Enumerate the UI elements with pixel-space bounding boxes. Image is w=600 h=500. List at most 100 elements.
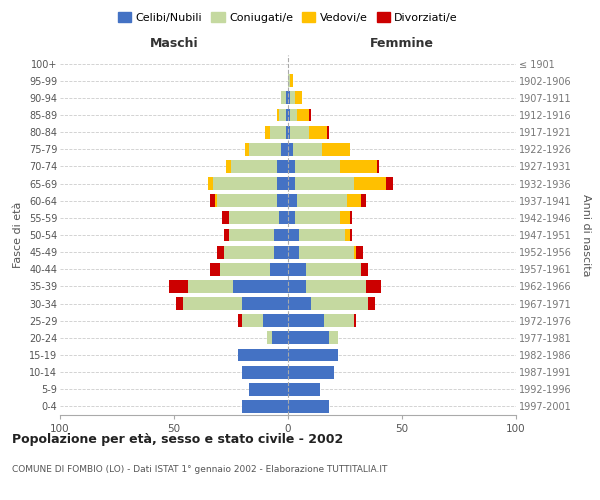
Bar (329, 332, 338, 344)
Bar (270, 263, 288, 276)
Bar (354, 314, 356, 327)
Bar (354, 177, 386, 190)
Bar (211, 263, 220, 276)
Bar (288, 297, 311, 310)
Bar (311, 297, 368, 310)
Y-axis label: Fasce di età: Fasce di età (13, 202, 23, 268)
Bar (279, 108, 286, 122)
Bar (217, 246, 224, 258)
Bar (263, 314, 288, 327)
Bar (272, 332, 288, 344)
Bar (268, 332, 272, 344)
Bar (277, 177, 288, 190)
Bar (242, 314, 263, 327)
Bar (350, 212, 352, 224)
Bar (242, 297, 288, 310)
Bar (325, 314, 354, 327)
Bar (231, 160, 277, 173)
Bar (208, 177, 213, 190)
Text: Popolazione per età, sesso e stato civile - 2002: Popolazione per età, sesso e stato civil… (12, 432, 343, 446)
Bar (270, 126, 286, 138)
Bar (288, 332, 329, 344)
Bar (299, 246, 354, 258)
Bar (288, 160, 295, 173)
Bar (277, 194, 288, 207)
Bar (365, 280, 382, 293)
Bar (322, 143, 350, 156)
Bar (242, 400, 288, 413)
Bar (288, 314, 325, 327)
Bar (224, 228, 229, 241)
Bar (188, 280, 233, 293)
Bar (279, 212, 288, 224)
Bar (377, 160, 379, 173)
Bar (215, 194, 217, 207)
Bar (306, 263, 361, 276)
Bar (286, 92, 288, 104)
Bar (226, 160, 231, 173)
Bar (288, 280, 306, 293)
Bar (340, 160, 377, 173)
Bar (290, 74, 293, 87)
Bar (297, 108, 308, 122)
Bar (347, 194, 361, 207)
Bar (224, 246, 274, 258)
Bar (340, 212, 350, 224)
Bar (308, 126, 327, 138)
Bar (288, 228, 299, 241)
Bar (295, 92, 302, 104)
Bar (297, 194, 347, 207)
Bar (274, 246, 288, 258)
Bar (249, 383, 288, 396)
Bar (327, 126, 329, 138)
Bar (290, 92, 295, 104)
Bar (288, 126, 290, 138)
Bar (288, 177, 295, 190)
Bar (288, 108, 290, 122)
Bar (277, 108, 279, 122)
Bar (299, 228, 345, 241)
Bar (386, 177, 393, 190)
Bar (306, 280, 365, 293)
Bar (183, 297, 242, 310)
Bar (238, 314, 242, 327)
Bar (229, 228, 274, 241)
Bar (277, 160, 288, 173)
Bar (354, 246, 356, 258)
Text: Femmine: Femmine (370, 37, 434, 50)
Bar (288, 194, 297, 207)
Bar (345, 228, 350, 241)
Bar (281, 143, 288, 156)
Bar (238, 348, 288, 362)
Bar (281, 92, 286, 104)
Bar (286, 108, 288, 122)
Bar (242, 366, 288, 378)
Bar (290, 126, 308, 138)
Bar (288, 92, 290, 104)
Bar (288, 383, 320, 396)
Bar (356, 246, 363, 258)
Bar (245, 143, 249, 156)
Bar (288, 348, 338, 362)
Bar (233, 280, 288, 293)
Bar (220, 263, 270, 276)
Bar (217, 194, 277, 207)
Bar (361, 194, 365, 207)
Bar (368, 297, 374, 310)
Text: COMUNE DI FOMBIO (LO) - Dati ISTAT 1° gennaio 2002 - Elaborazione TUTTITALIA.IT: COMUNE DI FOMBIO (LO) - Dati ISTAT 1° ge… (12, 466, 388, 474)
Bar (350, 228, 352, 241)
Bar (361, 263, 368, 276)
Bar (295, 212, 340, 224)
Bar (308, 108, 311, 122)
Bar (295, 177, 354, 190)
Bar (288, 74, 290, 87)
Text: Maschi: Maschi (149, 37, 199, 50)
Bar (288, 246, 299, 258)
Bar (288, 212, 295, 224)
Bar (295, 160, 340, 173)
Legend: Celibi/Nubili, Coniugati/e, Vedovi/e, Divorziati/e: Celibi/Nubili, Coniugati/e, Vedovi/e, Di… (113, 8, 463, 28)
Bar (286, 126, 288, 138)
Bar (211, 194, 215, 207)
Bar (288, 263, 306, 276)
Bar (176, 297, 183, 310)
